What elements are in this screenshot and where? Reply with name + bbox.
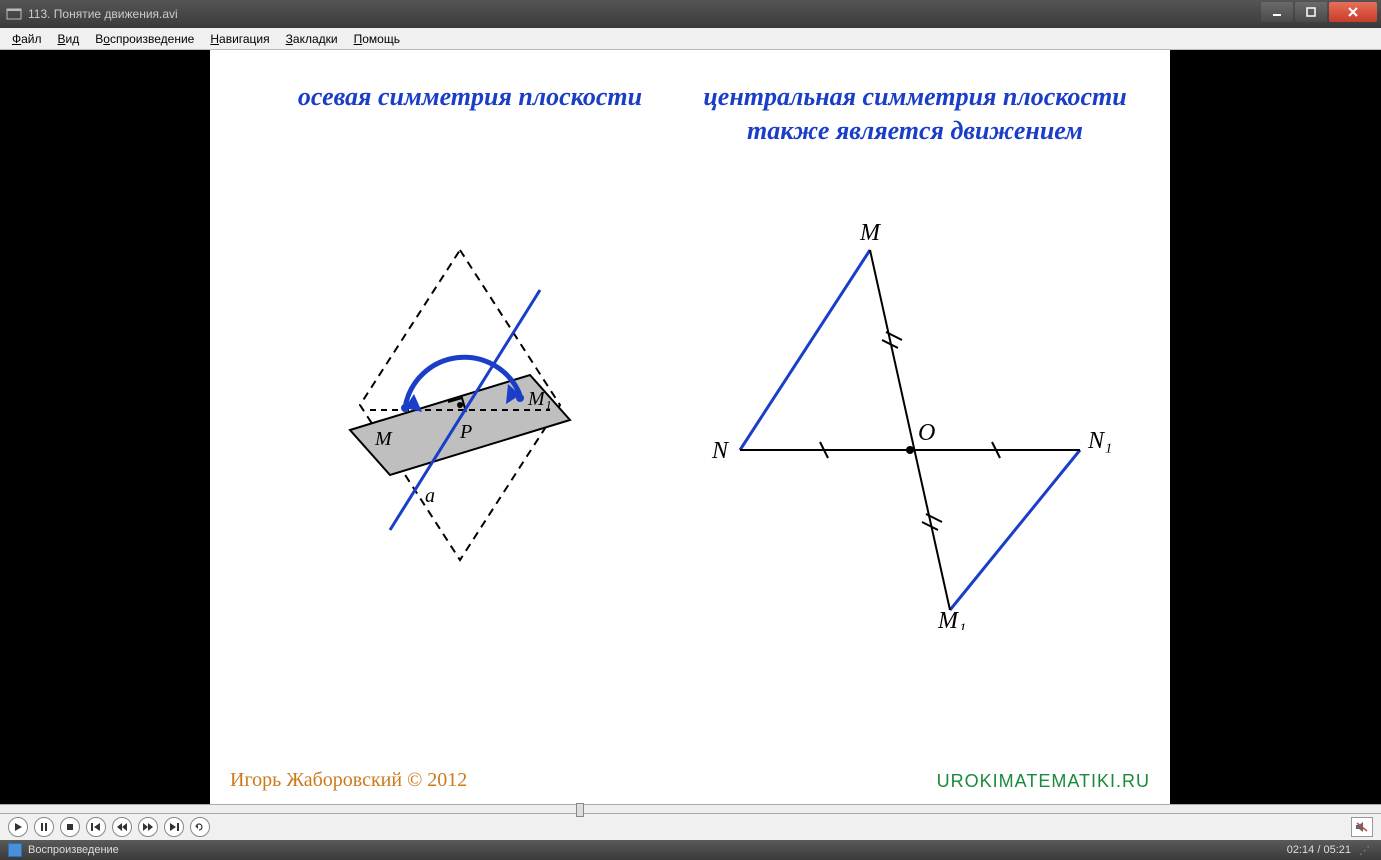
- slide-footer-site: UROKIMATEMATIKI.RU: [937, 771, 1150, 792]
- status-bar: Воспроизведение 02:14 / 05:21 ⋰: [0, 840, 1381, 860]
- time-total: 05:21: [1323, 844, 1351, 856]
- minimize-button[interactable]: [1261, 2, 1293, 22]
- svg-text:M: M: [374, 428, 393, 450]
- stop-button[interactable]: [60, 817, 80, 837]
- menu-nav[interactable]: Навигация: [204, 30, 275, 48]
- diagram-axial-symmetry: M M₁ P a: [310, 220, 610, 590]
- menu-bookmarks[interactable]: Закладки: [280, 30, 344, 48]
- svg-text:N₁: N₁: [1087, 428, 1112, 454]
- diagram-central-symmetry: M N O N₁ M₁: [700, 190, 1130, 630]
- window-buttons: [1261, 2, 1377, 22]
- playback-controls: [0, 814, 1381, 840]
- step-back-button[interactable]: [112, 817, 132, 837]
- playback-time: 02:14 / 05:21: [1287, 844, 1351, 856]
- seek-bar[interactable]: [0, 804, 1381, 814]
- step-forward-button[interactable]: [138, 817, 158, 837]
- volume-button[interactable]: [1351, 817, 1373, 837]
- slide-footer-author: Игорь Жаборовский © 2012: [230, 769, 467, 792]
- menu-file[interactable]: Файл: [6, 30, 48, 48]
- svg-text:M: M: [859, 220, 882, 246]
- menu-help[interactable]: Помощь: [348, 30, 406, 48]
- close-button[interactable]: [1329, 2, 1377, 22]
- status-text: Воспроизведение: [28, 844, 119, 856]
- slide: осевая симметрия плоскости центральная с…: [210, 50, 1170, 804]
- resize-grip[interactable]: ⋰: [1359, 844, 1373, 857]
- play-button[interactable]: [8, 817, 28, 837]
- prev-button[interactable]: [86, 817, 106, 837]
- svg-text:M₁: M₁: [527, 388, 552, 410]
- svg-text:O: O: [918, 420, 935, 446]
- window-title: 113. Понятие движения.avi: [28, 7, 178, 21]
- maximize-button[interactable]: [1295, 2, 1327, 22]
- svg-text:M₁: M₁: [937, 608, 966, 630]
- slide-title-left: осевая симметрия плоскости: [270, 80, 670, 114]
- title-bar: 113. Понятие движения.avi: [0, 0, 1381, 28]
- app-icon: [6, 6, 22, 22]
- slide-title-right: центральная симметрия плоскости также яв…: [700, 80, 1130, 148]
- pause-button[interactable]: [34, 817, 54, 837]
- menu-bar: Файл Вид Воспроизведение Навигация Закла…: [0, 28, 1381, 50]
- svg-text:N: N: [711, 438, 730, 464]
- loop-button[interactable]: [190, 817, 210, 837]
- next-button[interactable]: [164, 817, 184, 837]
- video-area[interactable]: осевая симметрия плоскости центральная с…: [0, 50, 1381, 804]
- seek-handle[interactable]: [576, 803, 584, 817]
- time-current: 02:14: [1287, 844, 1315, 856]
- menu-play[interactable]: Воспроизведение: [89, 30, 200, 48]
- svg-text:a: a: [425, 485, 435, 507]
- status-icon: [8, 843, 22, 857]
- menu-view[interactable]: Вид: [52, 30, 86, 48]
- svg-text:P: P: [459, 421, 472, 443]
